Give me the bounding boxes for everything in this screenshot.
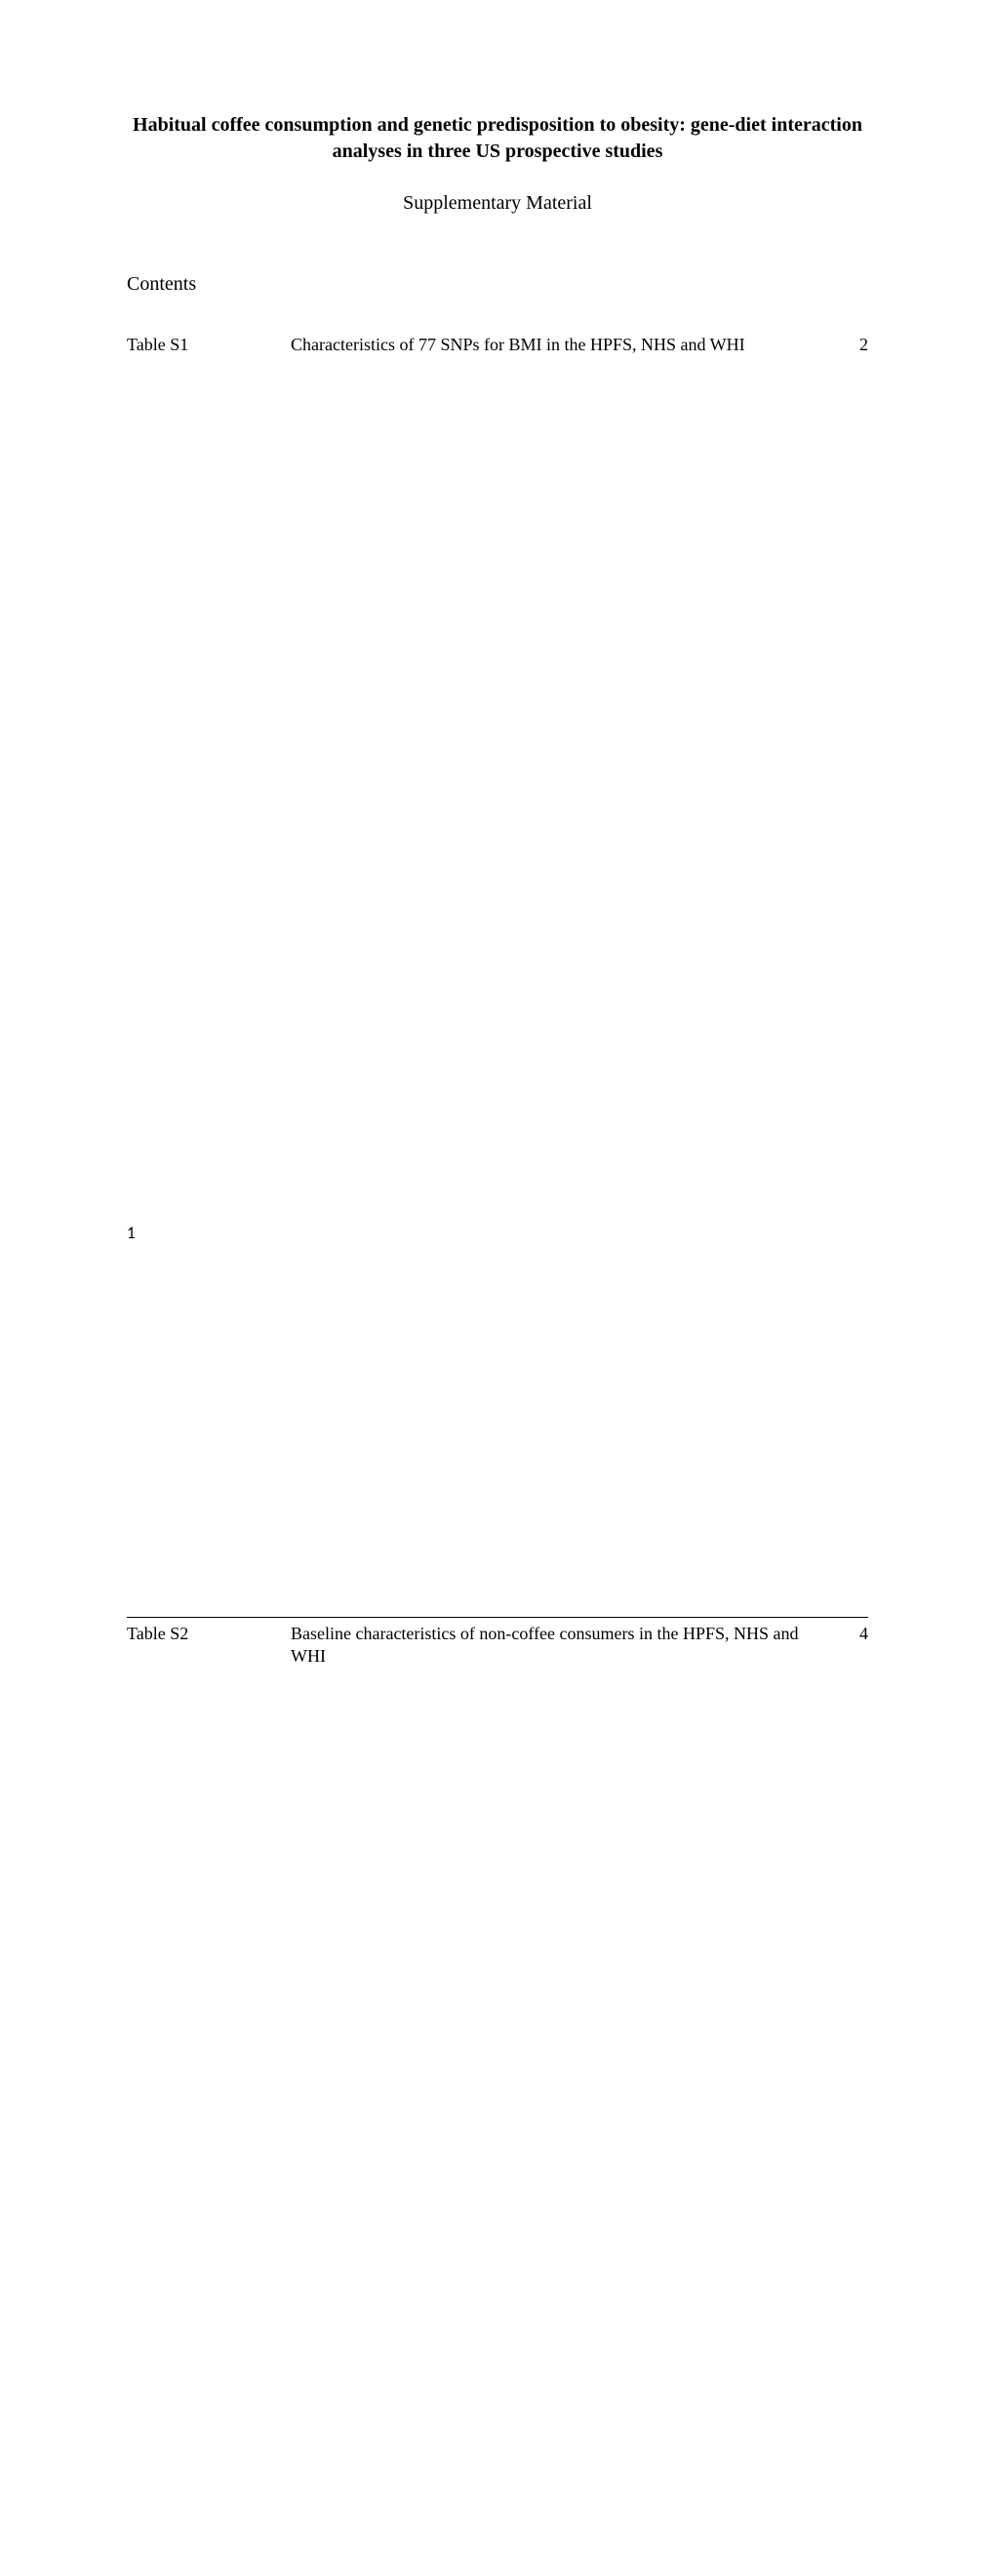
toc-row: Table S1 Characteristics of 77 SNPs for … [127,329,868,1617]
toc-row: Table S2 Baseline characteristics of non… [127,1617,868,2576]
document-subtitle: Supplementary Material [127,192,868,215]
toc-page: 2 [835,329,868,1617]
table-of-contents: Table S1 Characteristics of 77 SNPs for … [127,329,868,2576]
toc-label: Table S2 [127,1617,291,2576]
toc-desc: Characteristics of 77 SNPs for BMI in th… [291,329,835,1617]
page-number: 1 [127,1223,136,1243]
toc-page: 4 [835,1617,868,2576]
toc-label: Table S1 [127,329,291,1617]
contents-heading: Contents [127,273,868,296]
page-container: Habitual coffee consumption and genetic … [0,0,995,1288]
toc-desc: Baseline characteristics of non-coffee c… [291,1617,835,2576]
document-title: Habitual coffee consumption and genetic … [127,112,868,165]
